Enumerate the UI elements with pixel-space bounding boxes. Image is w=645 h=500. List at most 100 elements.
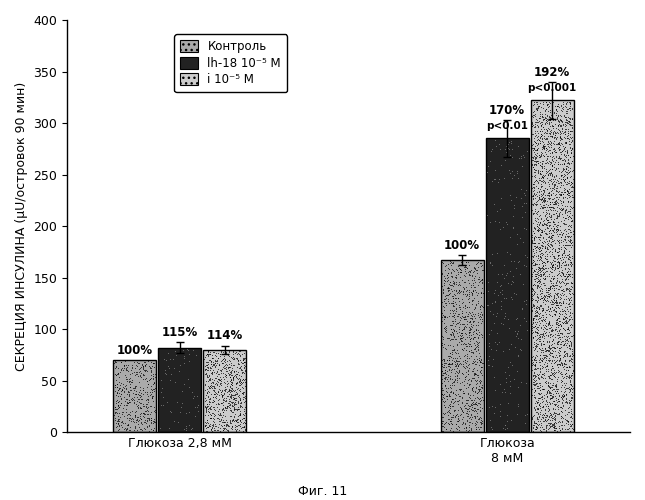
Point bbox=[466, 426, 477, 434]
Point bbox=[527, 236, 537, 244]
Point bbox=[548, 276, 558, 283]
Point bbox=[545, 164, 555, 172]
Point bbox=[209, 390, 219, 398]
Point bbox=[463, 268, 473, 276]
Point bbox=[541, 313, 551, 321]
Point bbox=[551, 320, 562, 328]
Point bbox=[544, 384, 554, 392]
Point bbox=[535, 160, 546, 168]
Point bbox=[564, 336, 575, 344]
Point bbox=[543, 404, 553, 412]
Point bbox=[550, 274, 560, 282]
Point bbox=[137, 360, 147, 368]
Point bbox=[558, 314, 568, 322]
Point bbox=[206, 368, 217, 376]
Point bbox=[140, 388, 150, 396]
Point bbox=[135, 396, 146, 404]
Point bbox=[544, 170, 555, 178]
Point bbox=[121, 400, 132, 408]
Point bbox=[555, 302, 565, 310]
Point bbox=[561, 138, 571, 146]
Point bbox=[548, 227, 558, 235]
Point bbox=[216, 388, 226, 396]
Point bbox=[539, 216, 550, 224]
Point bbox=[235, 348, 246, 356]
Point bbox=[466, 376, 477, 384]
Point bbox=[112, 409, 123, 417]
Point bbox=[532, 243, 542, 251]
Point bbox=[552, 133, 562, 141]
Point bbox=[546, 392, 557, 400]
Point bbox=[532, 413, 542, 421]
Point bbox=[473, 338, 484, 346]
Point bbox=[531, 157, 542, 165]
Point bbox=[439, 313, 450, 321]
Point bbox=[448, 278, 459, 285]
Point bbox=[150, 373, 160, 381]
Point bbox=[535, 162, 546, 170]
Point bbox=[565, 420, 575, 428]
Point bbox=[506, 277, 517, 285]
Point bbox=[539, 412, 550, 420]
Point bbox=[542, 218, 553, 226]
Point bbox=[466, 266, 477, 274]
Point bbox=[122, 400, 132, 408]
Point bbox=[110, 406, 121, 413]
Point bbox=[461, 264, 471, 272]
Point bbox=[561, 278, 571, 286]
Point bbox=[215, 348, 226, 356]
Point bbox=[470, 326, 481, 334]
Point bbox=[541, 120, 551, 128]
Point bbox=[545, 331, 555, 339]
Point bbox=[204, 394, 214, 402]
Point bbox=[240, 418, 250, 426]
Point bbox=[466, 348, 477, 356]
Point bbox=[447, 420, 457, 428]
Point bbox=[210, 380, 220, 388]
Point bbox=[553, 100, 564, 108]
Point bbox=[530, 146, 540, 154]
Point bbox=[110, 362, 121, 370]
Point bbox=[564, 316, 574, 324]
Point bbox=[464, 286, 475, 294]
Point bbox=[493, 140, 504, 148]
Point bbox=[541, 220, 551, 228]
Point bbox=[528, 372, 538, 380]
Point bbox=[235, 422, 245, 430]
Point bbox=[204, 398, 215, 406]
Point bbox=[212, 400, 222, 408]
Point bbox=[529, 180, 539, 188]
Point bbox=[458, 290, 468, 298]
Point bbox=[564, 104, 574, 112]
Point bbox=[561, 318, 571, 326]
Point bbox=[567, 204, 577, 212]
Point bbox=[199, 412, 210, 420]
Point bbox=[538, 196, 548, 203]
Point bbox=[209, 404, 219, 412]
Point bbox=[558, 198, 568, 206]
Point bbox=[534, 212, 544, 220]
Point bbox=[549, 266, 559, 274]
Point bbox=[143, 380, 153, 388]
Point bbox=[566, 390, 576, 398]
Point bbox=[531, 200, 542, 207]
Point bbox=[550, 120, 560, 128]
Point bbox=[544, 212, 555, 220]
Point bbox=[551, 324, 561, 332]
Point bbox=[549, 420, 559, 428]
Point bbox=[564, 99, 575, 107]
Point bbox=[551, 314, 562, 322]
Point bbox=[443, 360, 453, 368]
Point bbox=[490, 176, 501, 184]
Point bbox=[561, 99, 571, 107]
Point bbox=[458, 408, 468, 416]
Point bbox=[559, 290, 569, 298]
Point bbox=[528, 343, 539, 351]
Point bbox=[477, 266, 488, 274]
Bar bbox=[441, 260, 484, 432]
Point bbox=[227, 392, 237, 400]
Point bbox=[565, 399, 575, 407]
Point bbox=[550, 247, 560, 255]
Point bbox=[533, 283, 544, 291]
Point bbox=[553, 226, 563, 234]
